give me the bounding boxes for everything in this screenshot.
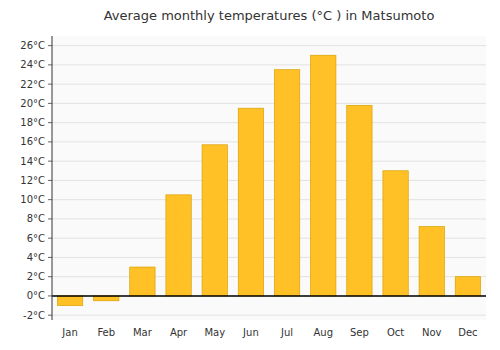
- x-tick-label: Aug: [313, 327, 333, 338]
- x-tick-label: Nov: [422, 327, 442, 338]
- y-tick-label: 4°C: [27, 252, 45, 263]
- x-tick-label: Jan: [61, 327, 77, 338]
- y-tick: [48, 276, 52, 277]
- bars: [57, 55, 480, 305]
- y-tick-label: -2°C: [23, 310, 45, 321]
- y-tick-label: 10°C: [20, 194, 45, 205]
- y-tick: [48, 199, 52, 200]
- y-tick-label: 2°C: [27, 271, 45, 282]
- y-tick-label: 12°C: [20, 175, 45, 186]
- grid-line: [52, 64, 486, 65]
- y-tick: [48, 161, 52, 162]
- y-tick: [48, 295, 52, 296]
- y-tick-label: 22°C: [20, 79, 45, 90]
- grid-line: [52, 103, 486, 104]
- grid-line: [52, 180, 486, 181]
- y-axis: [52, 36, 53, 320]
- grid-line: [52, 199, 486, 200]
- x-tick-label: Dec: [458, 327, 477, 338]
- y-tick: [48, 45, 52, 46]
- x-tick-label: May: [204, 327, 225, 338]
- y-tick: [48, 315, 52, 316]
- grid-line: [52, 161, 486, 162]
- y-tick-label: 16°C: [20, 136, 45, 147]
- grid-line: [52, 45, 486, 46]
- bar: [455, 277, 480, 296]
- y-tick-label: 14°C: [20, 156, 45, 167]
- y-tick-label: 18°C: [20, 117, 45, 128]
- grid-line: [52, 315, 486, 316]
- plot-area: [52, 36, 486, 320]
- chart: Average monthly temperatures (°C ) in Ma…: [0, 0, 500, 350]
- y-tick: [48, 141, 52, 142]
- bar: [238, 108, 263, 296]
- bar: [166, 195, 191, 296]
- bar: [383, 171, 408, 296]
- y-tick: [48, 238, 52, 239]
- y-tick-label: 24°C: [20, 59, 45, 70]
- x-tick-label: Feb: [97, 327, 115, 338]
- bar: [347, 105, 372, 296]
- title: Average monthly temperatures (°C ) in Ma…: [104, 8, 435, 23]
- x-tick-label: Apr: [170, 327, 188, 338]
- grid-line: [52, 141, 486, 142]
- y-tick-label: 26°C: [20, 40, 45, 51]
- y-tick-label: 8°C: [27, 213, 45, 224]
- x-tick-label: Sep: [350, 327, 369, 338]
- y-tick-label: 20°C: [20, 98, 45, 109]
- zero-line: [52, 295, 486, 297]
- y-tick: [48, 103, 52, 104]
- x-tick-label: Jun: [242, 327, 259, 338]
- bar: [311, 55, 336, 296]
- grid: [52, 46, 486, 316]
- grid-line: [52, 122, 486, 123]
- y-tick-label: 0°C: [27, 290, 45, 301]
- bar: [130, 267, 155, 296]
- y-tick: [48, 218, 52, 219]
- bar: [57, 296, 82, 306]
- grid-line: [52, 218, 486, 219]
- x-tick-label: Oct: [387, 327, 404, 338]
- bar: [202, 145, 227, 296]
- y-tick: [48, 122, 52, 123]
- x-tick-label: Mar: [133, 327, 153, 338]
- bar: [274, 70, 299, 296]
- y-tick: [48, 84, 52, 85]
- grid-line: [52, 84, 486, 85]
- y-tick: [48, 257, 52, 258]
- y-tick: [48, 180, 52, 181]
- y-tick: [48, 64, 52, 65]
- grid-line: [52, 295, 486, 296]
- bar: [419, 227, 444, 296]
- y-tick-label: 6°C: [27, 233, 45, 244]
- x-tick-label: Jul: [280, 327, 293, 338]
